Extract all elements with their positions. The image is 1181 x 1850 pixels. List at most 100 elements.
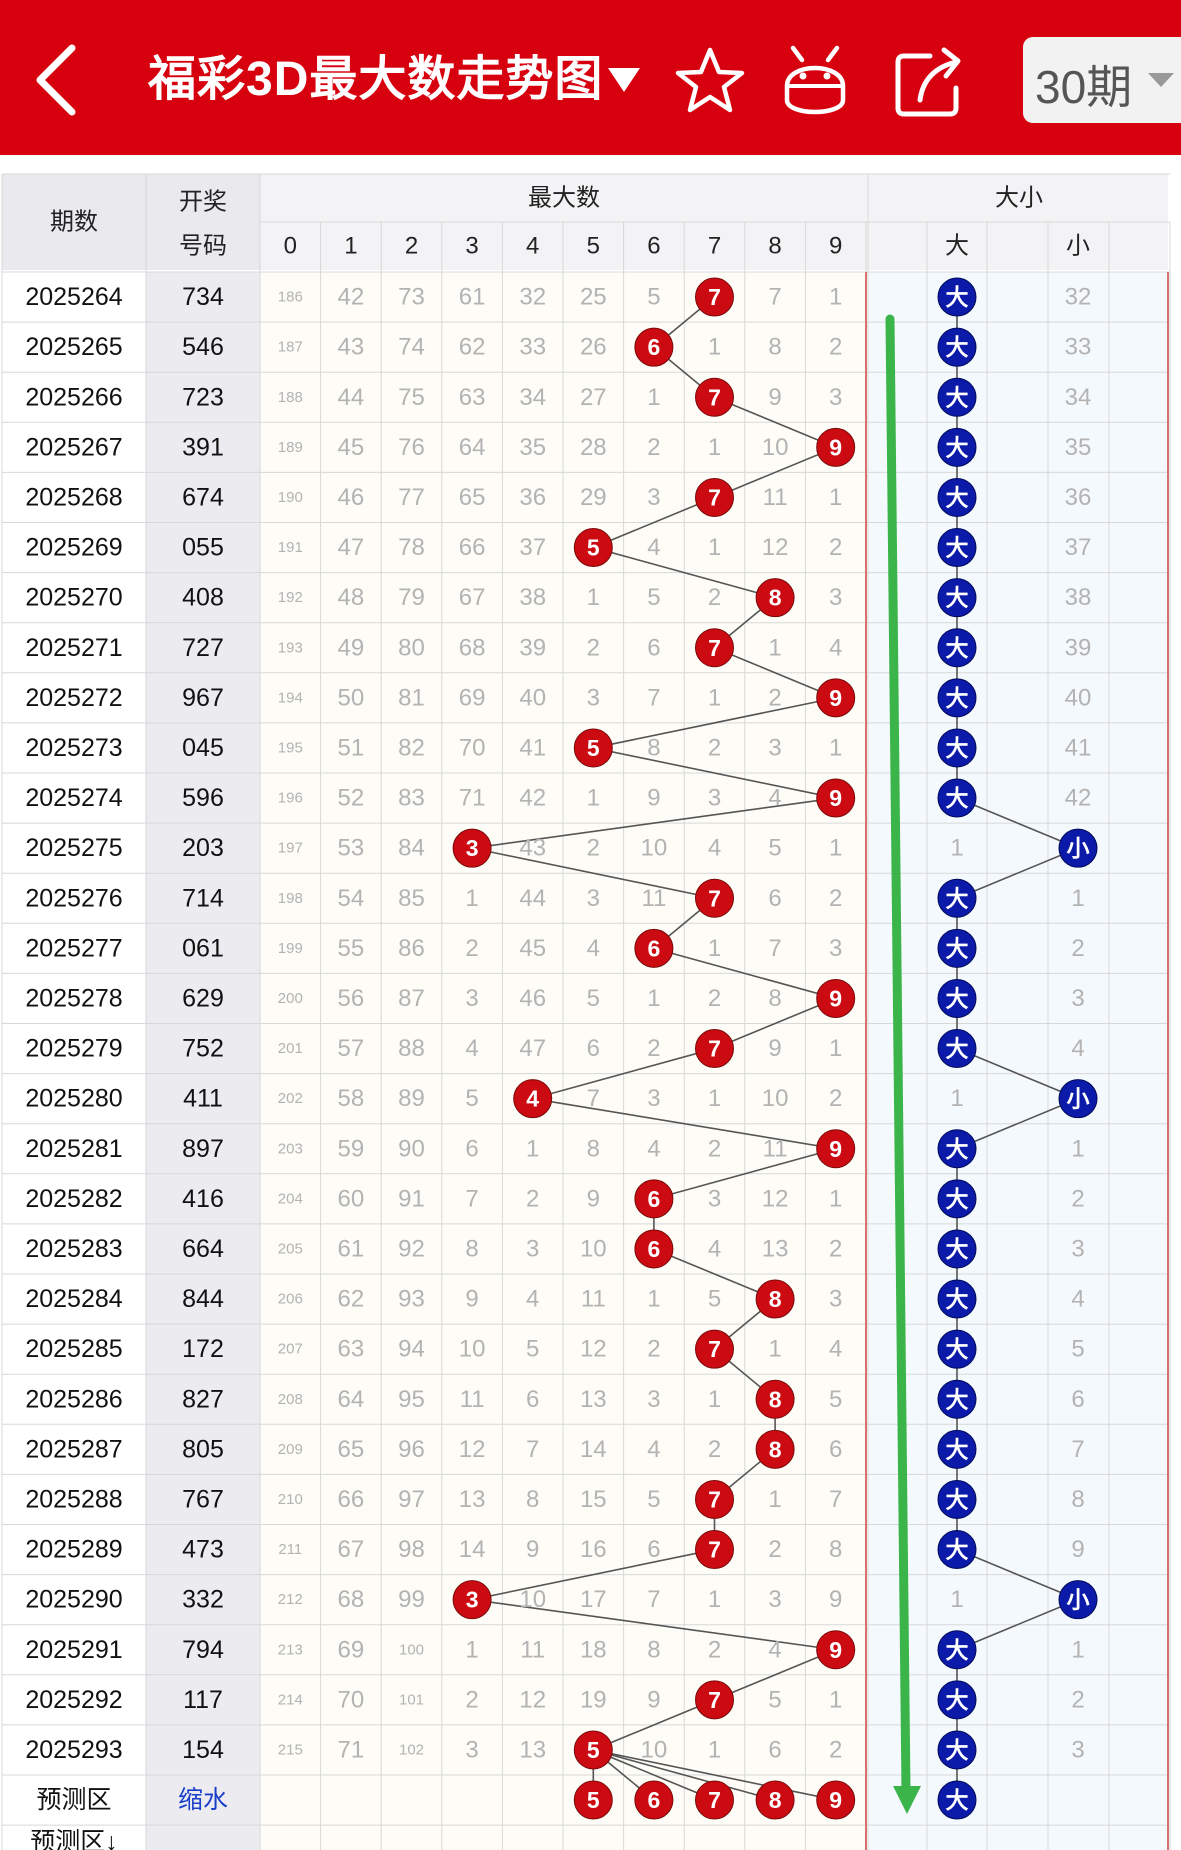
miss-value: 13 [519,1736,546,1763]
trend-line-segment [653,1147,836,1200]
predict-size-ball[interactable] [937,1780,977,1820]
miss-value: 94 [398,1336,425,1363]
miss-value: 3 [465,985,478,1012]
miss-value: 85 [398,885,425,912]
miss-value: 3 [829,935,842,962]
predict-ball-label: 7 [708,1787,721,1813]
miss-value: 74 [398,334,425,361]
small-miss-value: 35 [1065,434,1092,461]
predict-line [592,1749,715,1801]
miss-value: 48 [338,584,365,611]
miss-value: 35 [519,434,546,461]
size-big-label: 大 [946,1737,969,1763]
miss-value: 5 [768,1686,781,1713]
miss-value: 187 [278,339,303,356]
miss-value: 6 [587,1035,600,1062]
predict-line [593,1749,776,1801]
miss-value: 7 [647,1586,660,1613]
miss-value: 3 [647,484,660,511]
dropdown-triangle-icon[interactable] [606,66,642,94]
max-digit-label: 7 [708,384,721,410]
miss-value: 2 [829,885,842,912]
miss-value: 9 [768,1035,781,1062]
miss-value: 1 [768,1336,781,1363]
miss-value: 197 [278,840,303,857]
miss-value: 4 [768,1636,781,1663]
miss-value: 14 [459,1536,486,1563]
miss-value: 92 [398,1235,425,1262]
max-digit-ball [573,728,613,768]
miss-value: 2 [708,1636,721,1663]
predict-ball[interactable] [816,1780,856,1820]
issue-number: 2025284 [25,1285,122,1313]
max-digit-label: 9 [829,1637,842,1663]
back-arrow-icon[interactable] [28,40,88,120]
miss-value: 58 [338,1085,365,1112]
draw-number: 416 [182,1185,224,1213]
miss-value: 93 [398,1286,425,1313]
draw-number: 203 [182,834,224,862]
trend-line-segment [653,947,836,1000]
big-miss-value: 1 [950,1085,963,1112]
miss-value: 10 [641,1736,668,1763]
miss-value: 199 [278,940,303,957]
size-big-label: 大 [946,284,969,310]
star-icon[interactable] [670,42,750,122]
issue-number: 2025289 [25,1536,122,1564]
miss-value: 81 [398,684,425,711]
miss-value: 10 [641,835,668,862]
miss-value: 2 [708,985,721,1012]
issue-number: 2025276 [25,884,122,912]
trend-line-segment [592,496,715,549]
max-digit-label: 3 [466,835,479,861]
miss-value: 60 [338,1185,365,1212]
miss-value: 79 [398,584,425,611]
miss-value: 9 [647,1686,660,1713]
predict-ball[interactable] [634,1780,674,1820]
size-big-label: 大 [946,685,969,711]
miss-value: 45 [338,434,365,461]
trend-line-segment [471,1598,836,1651]
miss-value: 5 [647,1486,660,1513]
trend-line-segment [714,396,837,449]
col-header-max-group: 最大数 [528,185,600,212]
miss-value: 1 [829,1185,842,1212]
miss-value: 3 [587,885,600,912]
max-digit-label: 7 [708,1687,721,1713]
miss-value: 214 [278,1691,303,1708]
miss-value: 56 [338,985,365,1012]
predict-ball[interactable] [695,1780,734,1820]
miss-value: 10 [580,1235,607,1262]
miss-value: 4 [829,1336,842,1363]
miss-value: 3 [768,1586,781,1613]
col-header-issue: 期数 [50,209,98,236]
digit-area-bg [260,272,868,1850]
miss-value: 201 [278,1040,303,1057]
miss-value: 1 [829,835,842,862]
robot-icon[interactable] [775,42,855,122]
predict-ball[interactable] [755,1780,795,1820]
max-digit-ball [695,377,734,417]
miss-value: 6 [829,1436,842,1463]
size-trend-segment [956,847,1079,899]
size-big-ball [937,728,977,768]
draw-number: 546 [182,333,224,361]
miss-value: 88 [398,1035,425,1062]
issue-number: 2025278 [25,984,122,1012]
share-icon[interactable] [890,42,970,122]
shrink-link[interactable]: 缩水 [178,1786,228,1814]
miss-value: 16 [580,1536,607,1563]
miss-value: 211 [278,1541,302,1558]
small-miss-value: 33 [1065,334,1092,361]
col-header-digit-0: 0 [284,233,297,260]
miss-value: 5 [708,1286,721,1313]
miss-value: 190 [278,489,303,506]
top-bar: 福彩3D最大数走势图 30期 [0,0,1181,155]
max-digit-label: 7 [708,1486,721,1512]
period-select[interactable]: 30期 [1023,37,1181,123]
page-title[interactable]: 福彩3D最大数走势图 [148,53,604,106]
predict-ball[interactable] [573,1780,613,1820]
trend-line-segment [592,1699,715,1751]
miss-value: 47 [338,534,365,561]
size-big-label: 大 [946,1436,969,1462]
